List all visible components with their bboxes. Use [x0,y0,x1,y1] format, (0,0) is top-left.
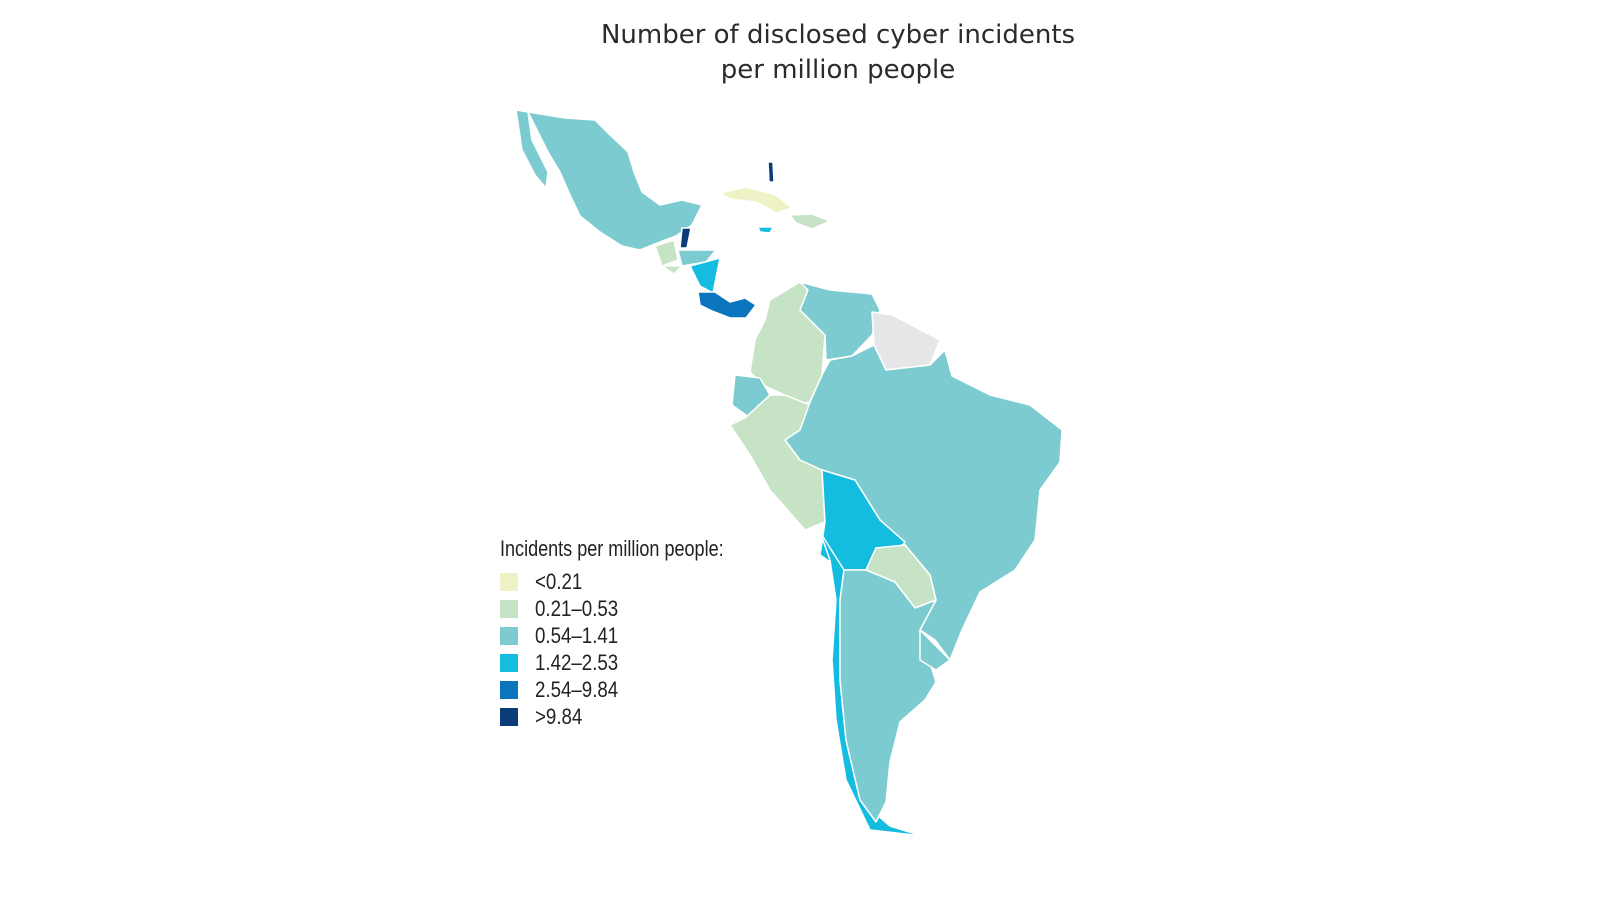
region-belize[interactable] [679,227,692,249]
legend-swatch [500,680,518,699]
region-hispaniola[interactable] [789,213,831,230]
region-guatemala[interactable] [654,239,679,267]
region-bahamas[interactable] [767,161,775,183]
region-cuba[interactable] [719,186,793,214]
legend-swatch [500,626,518,645]
legend-swatch [500,572,518,591]
legend: Incidents per million people: <0.21 0.21–… [500,536,773,730]
legend-item: 0.21–0.53 [500,595,773,622]
region-jamaica[interactable] [757,226,774,234]
legend-label: 0.54–1.41 [535,622,619,648]
legend-label: 2.54–9.84 [535,676,619,702]
region-el-salvador[interactable] [661,265,683,275]
title-line-2: per million people [720,55,956,85]
map-title: Number of disclosed cyber incidents per … [538,18,1138,88]
region-baja[interactable] [515,109,549,189]
legend-title: Incidents per million people: [500,536,724,561]
region-mexico[interactable] [527,111,703,251]
legend-swatch [500,653,518,672]
legend-label: >9.84 [535,703,583,729]
legend-swatch [500,707,518,726]
legend-item: >9.84 [500,703,773,730]
legend-label: 0.21–0.53 [535,595,619,621]
legend-label: 1.42–2.53 [535,649,619,675]
legend-item: 2.54–9.84 [500,676,773,703]
legend-item: 1.42–2.53 [500,649,773,676]
title-line-1: Number of disclosed cyber incidents [600,20,1076,50]
region-costa-rica-panama[interactable] [697,291,757,319]
region-argentina[interactable] [839,569,937,823]
legend-item: 0.54–1.41 [500,622,773,649]
region-uruguay[interactable] [919,629,951,671]
legend-item: <0.21 [500,568,773,595]
legend-label: <0.21 [535,568,583,594]
legend-swatch [500,599,518,618]
